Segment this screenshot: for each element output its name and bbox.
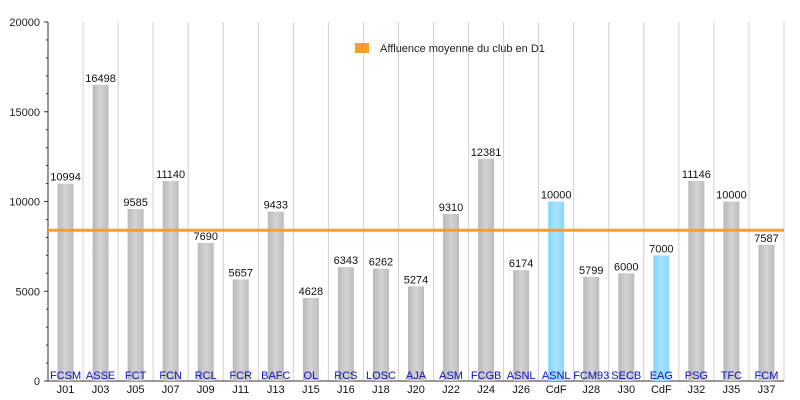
match-label: J35 [723,384,741,396]
legend-swatch [355,43,369,53]
bar-value-label: 9585 [123,197,147,209]
club-label: EAG [650,370,673,382]
match-label: CdF [546,384,567,396]
bar [723,201,740,381]
match-label: J09 [197,384,215,396]
bar [583,276,600,381]
match-label: J13 [267,384,285,396]
match-label: J32 [688,384,706,396]
labels-group: 10994 FCSM J01 16498 ASSE J03 9585 FCT J05 11140 F… [50,73,779,396]
bar [618,273,635,381]
vertical-gridlines [47,22,785,381]
club-label: FCN [159,370,182,382]
bar [758,244,775,381]
bar-value-label: 10000 [541,190,572,202]
bar-value-label: 9310 [439,202,463,214]
match-label: J18 [372,384,390,396]
bar-value-label: 10994 [50,172,81,184]
y-tick-label: 0 [34,376,40,388]
bar [267,211,284,381]
club-label: FCSM [50,370,81,382]
club-label: ASSE [86,370,115,382]
club-label: RCS [334,370,357,382]
bar-value-label: 7690 [193,231,217,243]
bar-value-label: 11140 [156,169,185,181]
bar-value-label: 7000 [649,243,673,255]
match-label: J15 [302,384,320,396]
match-label: J28 [582,384,600,396]
match-label: J07 [162,384,180,396]
club-label: FCR [229,370,252,382]
legend-label: Affluence moyenne du club en D1 [380,43,545,55]
club-label: LOSC [366,370,396,382]
club-label: AJA [406,370,427,382]
match-label: J16 [337,384,355,396]
bar [548,201,565,381]
club-label: ASM [439,370,463,382]
bar [232,279,249,381]
match-label: J26 [512,384,530,396]
match-label: J37 [758,384,776,396]
match-label: CdF [651,384,672,396]
bar-value-label: 6262 [369,257,393,269]
y-tick-label: 10000 [9,197,40,209]
bar [302,297,319,381]
club-label: TFC [721,370,742,382]
club-label: OL [304,370,319,382]
bar [478,158,495,381]
club-label: PSG [685,370,708,382]
bar-value-label: 4628 [299,286,323,298]
bar-value-label: 6174 [509,258,533,270]
club-label: FCM [755,370,779,382]
match-label: J20 [407,384,425,396]
bar [513,270,530,381]
bar-value-label: 10000 [716,190,747,202]
club-label: FCM93 [573,370,609,382]
club-label: ASNL [507,370,536,382]
bar-value-label: 16498 [85,73,116,85]
bar-value-label: 7587 [754,233,778,245]
bar [372,268,389,381]
bar-value-label: 5799 [579,265,603,277]
match-label: J22 [442,384,460,396]
club-label: RCL [195,370,217,382]
y-tick-label: 20000 [9,17,40,29]
match-label: J03 [92,384,110,396]
club-label: BAFC [261,370,290,382]
club-label: SECB [611,370,641,382]
match-label: J30 [617,384,635,396]
legend: Affluence moyenne du club en D1 [355,43,545,55]
bar [443,213,460,381]
match-label: J11 [232,384,249,396]
bar [197,242,214,381]
bar [408,286,424,381]
bar [337,267,354,381]
club-label: FCT [125,370,147,382]
bar [127,208,144,381]
bar-value-label: 9433 [264,200,288,212]
match-label: J24 [477,384,495,396]
bar [653,255,670,381]
y-tick-label: 5000 [16,286,40,298]
bar [688,180,705,381]
bar-value-label: 6000 [614,261,638,273]
match-label: J01 [57,384,75,396]
club-label: FCGB [471,370,502,382]
bar-value-label: 5274 [404,274,428,286]
bars-group [57,84,775,381]
bar-value-label: 11146 [682,169,711,181]
y-tick-label: 15000 [9,107,40,119]
match-label: J05 [127,384,145,396]
bar-value-label: 6343 [334,255,358,267]
bar [92,84,109,381]
bar [57,183,74,381]
bar [162,181,179,381]
bar-value-label: 12381 [471,147,502,159]
bar-value-label: 5657 [229,267,253,279]
club-label: ASNL [542,370,571,382]
